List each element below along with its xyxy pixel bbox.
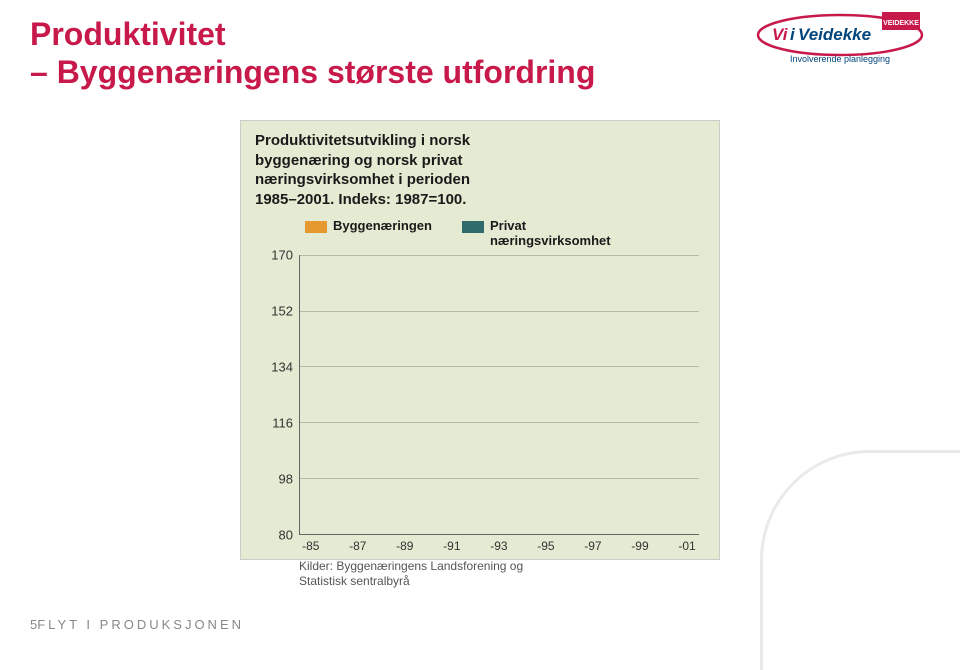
x-tick-label: -89 <box>395 539 415 553</box>
chart-title: Produktivitetsutvikling i norskbyggenæri… <box>255 131 705 209</box>
x-tick-label: -91 <box>442 539 462 553</box>
gridline <box>300 366 699 367</box>
logo-subtext: Involverende planlegging <box>790 54 890 64</box>
plot <box>299 255 699 535</box>
legend-label: Privatnæringsvirksomhet <box>490 219 611 249</box>
y-tick-label: 98 <box>279 471 293 486</box>
x-tick-label <box>559 539 579 553</box>
x-axis: -85 -87 -89 -91 -93 -95 -97 -99 -01 <box>299 539 699 553</box>
productivity-chart: Produktivitetsutvikling i norskbyggenæri… <box>240 120 720 560</box>
footer-label: FLYT I PRODUKSJONEN <box>37 617 244 632</box>
y-tick-label: 152 <box>271 303 293 318</box>
gridline <box>300 255 699 256</box>
title-line-2: – Byggenæringens største utfordring <box>30 53 595 91</box>
y-tick-label: 134 <box>271 359 293 374</box>
svg-text:Vi: Vi <box>772 25 789 44</box>
x-tick-label <box>512 539 532 553</box>
logo-box-text: VEIDEKKE <box>883 20 919 27</box>
y-tick-label: 170 <box>271 247 293 262</box>
x-tick-label: -97 <box>583 539 603 553</box>
legend-label: Byggenæringen <box>333 219 432 234</box>
chart-plot-area: 8098116134152170 <box>255 255 705 535</box>
x-tick-label: -93 <box>489 539 509 553</box>
x-tick-label <box>371 539 391 553</box>
veidekke-logo: VEIDEKKE Vi i Veidekke Involverende plan… <box>750 10 930 70</box>
x-tick-label <box>324 539 344 553</box>
legend-swatch <box>462 221 484 233</box>
x-tick-label <box>465 539 485 553</box>
title-block: Produktivitet – Byggenæringens største u… <box>30 15 595 92</box>
x-tick-label: -99 <box>630 539 650 553</box>
y-tick-label: 116 <box>272 415 293 430</box>
legend-swatch <box>305 221 327 233</box>
chart-legend: Byggenæringen Privatnæringsvirksomhet <box>305 219 705 249</box>
decorative-curve <box>760 450 960 670</box>
gridline <box>300 478 699 479</box>
y-axis: 8098116134152170 <box>255 255 297 535</box>
legend-item: Byggenæringen <box>305 219 432 249</box>
title-line-1: Produktivitet <box>30 15 595 53</box>
x-tick-label: -87 <box>348 539 368 553</box>
svg-text:i: i <box>790 25 796 44</box>
gridline <box>300 311 699 312</box>
x-tick-label <box>653 539 673 553</box>
bars <box>300 255 699 534</box>
x-tick-label: -95 <box>536 539 556 553</box>
chart-source: Kilder: Byggenæringens Landsforening ogS… <box>299 559 705 590</box>
slide: Produktivitet – Byggenæringens største u… <box>0 0 960 650</box>
legend-item: Privatnæringsvirksomhet <box>462 219 611 249</box>
x-tick-label: -01 <box>677 539 697 553</box>
x-tick-label <box>606 539 626 553</box>
svg-text:Veidekke: Veidekke <box>798 25 871 44</box>
y-tick-label: 80 <box>279 527 293 542</box>
footer-text: 5FLYT I PRODUKSJONEN <box>30 617 244 632</box>
gridline <box>300 422 699 423</box>
x-tick-label <box>418 539 438 553</box>
x-tick-label: -85 <box>301 539 321 553</box>
